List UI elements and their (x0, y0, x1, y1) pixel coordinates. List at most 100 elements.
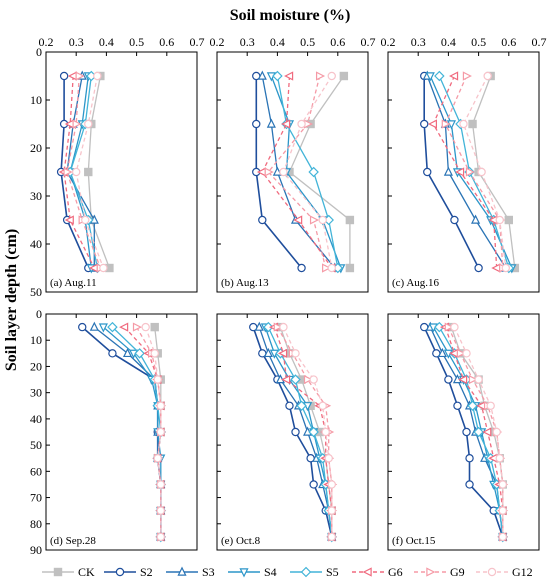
data-point-s2 (465, 454, 474, 463)
data-point-g9 (462, 71, 472, 81)
legend-label: G12 (512, 565, 533, 579)
panel-4: 0 10 20 30 40 50 60 70 80 90 (d) Sep.28 (30, 307, 198, 557)
x-tick-label: 0.4 (441, 35, 456, 49)
y-tick-label: 10 (30, 93, 42, 107)
series-g12 (141, 322, 165, 542)
data-point-s5 (272, 70, 283, 82)
data-point-ck (84, 167, 93, 177)
data-point-g6 (482, 427, 492, 437)
x-tick-label: 0.7 (361, 35, 376, 49)
data-point-s3 (122, 347, 133, 358)
data-point-s3 (272, 166, 282, 176)
panel-frame (387, 313, 540, 551)
legend-marker (53, 567, 63, 577)
legend-label: S3 (202, 565, 215, 579)
legend-label: S2 (140, 565, 153, 579)
series-ck (468, 71, 520, 273)
data-point-s2 (453, 401, 462, 410)
data-point-g9 (441, 119, 451, 129)
data-point-s2 (108, 349, 117, 358)
data-point-g12 (150, 349, 159, 358)
y-tick-label: 70 (30, 491, 42, 505)
data-point-s2 (291, 427, 300, 437)
panel-3: 0.2 0.3 0.4 0.5 0.6 0.7 (c) Aug.16 (381, 35, 547, 293)
series-ck (285, 71, 355, 273)
data-point-g9 (264, 167, 274, 177)
data-point-s2 (59, 71, 69, 81)
data-point-s2 (297, 263, 306, 273)
x-tick-label: 0.2 (381, 35, 396, 49)
x-tick-label: 0.2 (210, 35, 225, 49)
y-tick-label: 30 (30, 189, 42, 203)
data-point-g12 (156, 401, 165, 410)
x-tick-label: 0.3 (411, 35, 426, 49)
data-point-s3 (266, 118, 276, 128)
data-point-g12 (153, 454, 162, 463)
data-point-g9 (273, 322, 283, 332)
data-point-g6 (277, 348, 288, 358)
legend-marker (426, 567, 436, 577)
legend: CK S2 S3 S4 S5 G6 G9 G12 (42, 565, 533, 579)
data-point-s5 (134, 348, 145, 359)
legend-item-g9: G9 (414, 565, 465, 579)
data-point-g12 (327, 532, 336, 542)
data-point-g9 (72, 119, 82, 129)
y-tick-label: 20 (30, 141, 42, 155)
data-point-g12 (327, 71, 336, 81)
data-point-g12 (495, 215, 504, 225)
data-point-g12 (498, 506, 507, 515)
data-point-s3 (89, 321, 99, 331)
y-tick-label: 40 (30, 412, 42, 426)
data-point-g12 (84, 119, 93, 129)
legend-marker (487, 567, 497, 577)
series-line-ck (288, 75, 351, 268)
data-point-s3 (471, 214, 481, 224)
x-tick-label: 0.5 (471, 35, 486, 49)
panel-label: (d) Sep.28 (50, 535, 96, 547)
data-point-s2 (474, 263, 483, 273)
data-point-g12 (309, 375, 318, 384)
data-point-s2 (423, 167, 432, 177)
y-tick-label: 0 (36, 45, 42, 59)
series-ck (84, 71, 114, 273)
data-point-g12 (291, 349, 300, 358)
data-point-g12 (324, 454, 333, 463)
panel-label: (f) Oct.15 (392, 535, 436, 547)
panel-6: (f) Oct.15 (387, 313, 540, 551)
data-point-s2 (462, 427, 471, 437)
data-point-g12 (495, 454, 504, 463)
legend-item-s5: S5 (290, 565, 339, 579)
data-point-g9 (444, 322, 454, 332)
data-point-g12 (141, 322, 150, 332)
panel-1: 0.2 0.3 0.4 0.5 0.6 0.7 0 10 20 30 40 50 (a) Aug.11 (30, 35, 205, 299)
legend-item-g12: G12 (476, 565, 533, 579)
data-point-s5 (308, 166, 319, 178)
data-point-g12 (462, 349, 471, 358)
data-point-g9 (322, 263, 332, 273)
x-axis-title: Soil moisture (%) (230, 7, 351, 24)
data-point-s2 (285, 401, 294, 410)
data-point-s2 (444, 375, 453, 384)
series-g12 (459, 71, 510, 273)
data-point-g12 (483, 71, 492, 81)
series-g6 (427, 71, 501, 273)
y-tick-label: 50 (30, 438, 42, 452)
data-point-g6 (448, 71, 459, 81)
series-line-g9 (66, 75, 102, 269)
legend-item-s2: S2 (104, 565, 153, 579)
data-point-ck (345, 215, 355, 225)
data-point-ck (345, 263, 355, 273)
data-point-g9 (303, 374, 314, 385)
series-g12 (279, 322, 336, 542)
data-point-s5 (263, 321, 274, 333)
data-point-g12 (498, 480, 507, 489)
data-point-g12 (99, 263, 108, 273)
series-line-g6 (273, 326, 333, 537)
panel-frame (45, 51, 198, 293)
series-g12 (71, 71, 108, 273)
data-point-s3 (263, 347, 273, 358)
data-point-s2 (309, 480, 318, 489)
panel-frame (216, 51, 369, 293)
